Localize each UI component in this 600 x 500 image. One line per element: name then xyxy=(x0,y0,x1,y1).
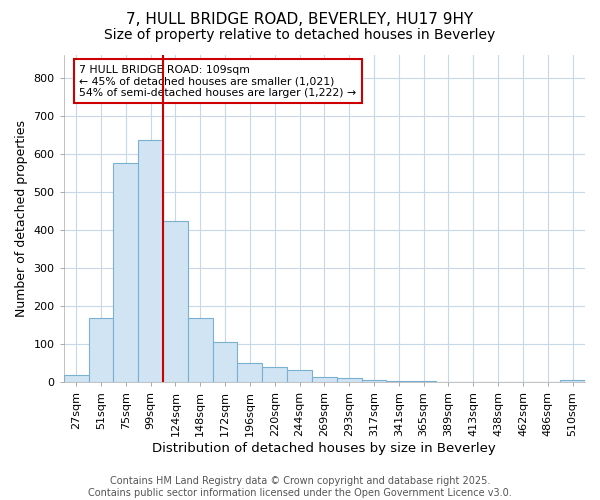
Bar xyxy=(138,140,163,382)
Text: Contains HM Land Registry data © Crown copyright and database right 2025.
Contai: Contains HM Land Registry data © Crown c… xyxy=(88,476,512,498)
Y-axis label: Number of detached properties: Number of detached properties xyxy=(15,120,28,317)
Bar xyxy=(386,381,411,382)
Bar xyxy=(411,381,436,382)
Bar xyxy=(560,380,585,382)
Bar xyxy=(212,342,238,382)
Bar xyxy=(163,220,188,382)
Text: Size of property relative to detached houses in Beverley: Size of property relative to detached ho… xyxy=(104,28,496,42)
Bar xyxy=(89,318,113,382)
Bar xyxy=(362,380,386,382)
Text: 7 HULL BRIDGE ROAD: 109sqm
← 45% of detached houses are smaller (1,021)
54% of s: 7 HULL BRIDGE ROAD: 109sqm ← 45% of deta… xyxy=(79,65,356,98)
Bar xyxy=(262,367,287,382)
Bar xyxy=(312,378,337,382)
Bar xyxy=(113,164,138,382)
Text: 7, HULL BRIDGE ROAD, BEVERLEY, HU17 9HY: 7, HULL BRIDGE ROAD, BEVERLEY, HU17 9HY xyxy=(127,12,473,28)
Bar xyxy=(337,378,362,382)
Bar xyxy=(64,376,89,382)
Bar xyxy=(287,370,312,382)
Bar xyxy=(238,362,262,382)
X-axis label: Distribution of detached houses by size in Beverley: Distribution of detached houses by size … xyxy=(152,442,496,455)
Bar xyxy=(188,318,212,382)
